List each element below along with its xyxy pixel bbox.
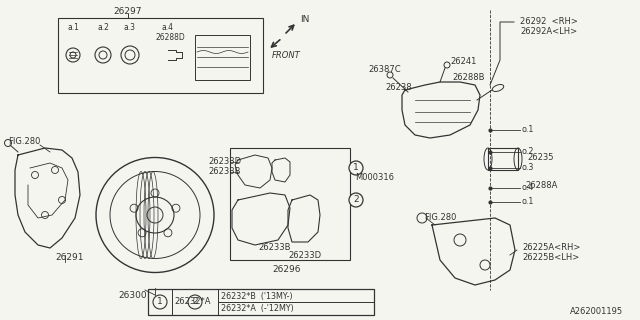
Text: a.3: a.3 xyxy=(124,22,136,31)
Text: 26233B: 26233B xyxy=(208,167,241,177)
Text: 26288A: 26288A xyxy=(525,180,557,189)
Text: o.2: o.2 xyxy=(522,148,534,156)
Text: o.1: o.1 xyxy=(522,125,534,134)
Text: 1: 1 xyxy=(353,164,359,172)
Text: o.1: o.1 xyxy=(522,197,534,206)
Text: 26232*B  ('13MY-): 26232*B ('13MY-) xyxy=(221,292,292,300)
Text: 2: 2 xyxy=(353,196,359,204)
Text: 26288D: 26288D xyxy=(155,34,185,43)
Text: 26291: 26291 xyxy=(55,253,83,262)
Circle shape xyxy=(349,161,363,175)
Text: 26232*A  (-'12MY): 26232*A (-'12MY) xyxy=(221,305,294,314)
Bar xyxy=(230,148,350,260)
Text: 26292  <RH>: 26292 <RH> xyxy=(520,18,578,27)
Text: a.1: a.1 xyxy=(67,22,79,31)
Text: 26225A<RH>: 26225A<RH> xyxy=(522,244,580,252)
Text: 26387C: 26387C xyxy=(368,66,401,75)
Text: 26233D: 26233D xyxy=(288,252,321,260)
Text: a.2: a.2 xyxy=(97,22,109,31)
Text: 26238: 26238 xyxy=(385,84,412,92)
Text: 2: 2 xyxy=(192,298,198,307)
Text: o.3: o.3 xyxy=(522,164,534,172)
Text: 26292A<LH>: 26292A<LH> xyxy=(520,28,577,36)
Bar xyxy=(488,148,518,170)
Text: 1: 1 xyxy=(157,298,163,307)
Text: a.4: a.4 xyxy=(162,22,174,31)
Text: M000316: M000316 xyxy=(355,173,394,182)
Text: 26288B: 26288B xyxy=(452,74,484,83)
Text: 26296: 26296 xyxy=(272,266,301,275)
Text: 26225B<LH>: 26225B<LH> xyxy=(522,253,579,262)
Text: 26233B: 26233B xyxy=(258,244,291,252)
Text: 26297: 26297 xyxy=(114,7,142,17)
Text: FIG.280: FIG.280 xyxy=(424,213,456,222)
Text: 26241: 26241 xyxy=(450,58,476,67)
Text: IN: IN xyxy=(300,15,309,25)
Text: 26233D: 26233D xyxy=(208,157,241,166)
Circle shape xyxy=(188,295,202,309)
Bar xyxy=(58,18,263,93)
Text: 26232*A: 26232*A xyxy=(174,298,211,307)
Text: A262001195: A262001195 xyxy=(570,308,623,316)
Bar xyxy=(148,289,374,315)
Text: 26300: 26300 xyxy=(118,291,147,300)
Text: o.4: o.4 xyxy=(522,183,534,193)
Text: FRONT: FRONT xyxy=(272,51,301,60)
Bar xyxy=(195,35,250,80)
Circle shape xyxy=(153,295,167,309)
Text: 26235: 26235 xyxy=(527,154,554,163)
Text: FIG.280: FIG.280 xyxy=(8,138,40,147)
Circle shape xyxy=(349,193,363,207)
